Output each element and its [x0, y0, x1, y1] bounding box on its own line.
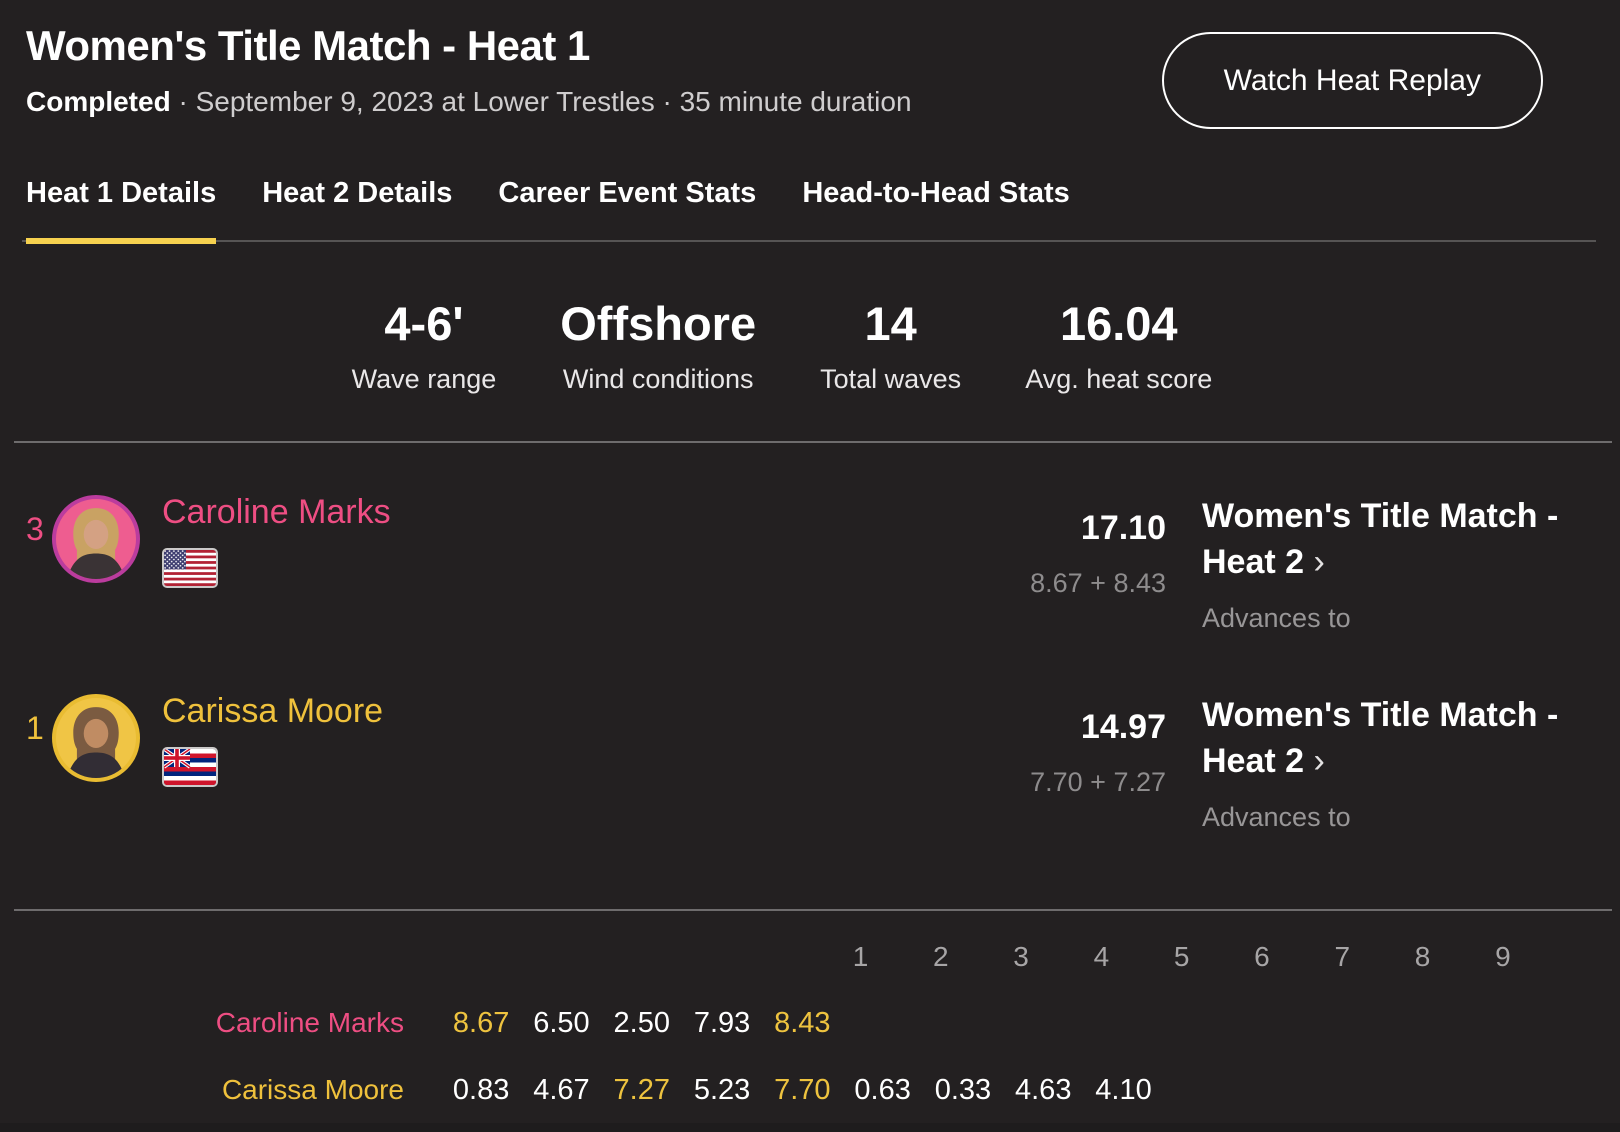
- athlete-photo-placeholder: [66, 707, 126, 778]
- wave-number: 6: [1254, 941, 1270, 972]
- avatar[interactable]: [52, 694, 140, 782]
- athlete-name-link[interactable]: Carissa Moore: [162, 692, 384, 730]
- tab-heat-2-details[interactable]: Heat 2 Details: [262, 177, 453, 209]
- section-divider: [14, 441, 1612, 443]
- heat-stats: 4-6' Wave range Offshore Wind conditions…: [0, 296, 1592, 395]
- stat-label: Wind conditions: [562, 364, 754, 394]
- wave-number: 9: [1495, 941, 1511, 972]
- total-score: 14.97: [1080, 708, 1166, 746]
- athlete-row-carissa-moore: 1 Carissa Moore: [26, 692, 1594, 833]
- wave-score: 0.63: [854, 1074, 911, 1106]
- us-flag-icon: [162, 548, 218, 588]
- stat-wind-conditions: Offshore Wind conditions: [560, 296, 756, 395]
- athlete-rank: 3: [26, 511, 44, 547]
- wave-score: 7.93: [693, 1007, 751, 1039]
- athlete-rank: 1: [26, 710, 44, 746]
- athlete-name-link[interactable]: Caroline Marks: [162, 493, 391, 531]
- stat-value: 14: [864, 297, 917, 350]
- heat-subtitle: Completed · September 9, 2023 at Lower T…: [26, 86, 912, 118]
- heat-header: Women's Title Match - Heat 1 Completed ·…: [0, 0, 1620, 129]
- advances-to-block: Women's Title Match - Heat 2 › Advances …: [1202, 692, 1594, 833]
- chevron-right-icon: ›: [1313, 742, 1325, 780]
- heat-header-text: Women's Title Match - Heat 1 Completed ·…: [26, 18, 912, 118]
- wave-score: 7.27: [613, 1074, 670, 1106]
- wave-score: 4.63: [1015, 1074, 1072, 1106]
- wave-score: 8.67: [452, 1007, 510, 1039]
- tab-heat-1-details[interactable]: Heat 1 Details: [26, 177, 217, 244]
- athlete-photo-placeholder: [66, 508, 126, 579]
- wave-number: 1: [852, 941, 869, 972]
- stat-label: Total waves: [820, 364, 962, 394]
- section-divider: [14, 909, 1612, 911]
- heat-results: 3 Caroline Marks: [0, 493, 1620, 833]
- wave-scores-table: 1 2 3 4 5 6 7 8 9 Caroline Marks 8.67 6.…: [0, 923, 1620, 1107]
- advances-to-block: Women's Title Match - Heat 2 › Advances …: [1202, 493, 1594, 634]
- stat-label: Wave range: [351, 364, 497, 394]
- heat-tabs: Heat 1 Details Heat 2 Details Career Eve…: [0, 177, 1620, 244]
- tab-career-event-stats[interactable]: Career Event Stats: [498, 177, 757, 209]
- athlete-identity: Caroline Marks: [162, 493, 391, 588]
- advances-to-label: Advances to: [1202, 802, 1351, 832]
- wave-number: 3: [1013, 941, 1029, 972]
- wave-score: 8.43: [774, 1007, 831, 1039]
- wave-row-carissa-moore: Carissa Moore 0.83 4.67 7.27 5.23 7.70 0…: [0, 1074, 1620, 1107]
- stat-total-waves: 14 Total waves: [820, 296, 961, 395]
- athlete-score: 14.97 7.70 + 7.27: [1030, 708, 1166, 798]
- score-breakdown: 7.70 + 7.27: [1030, 767, 1166, 797]
- chevron-right-icon: ›: [1313, 543, 1325, 581]
- next-heat-link[interactable]: Women's Title Match - Heat 2 ›: [1202, 692, 1594, 784]
- tab-head-to-head-stats[interactable]: Head-to-Head Stats: [802, 177, 1070, 209]
- wave-number-header-row: 1 2 3 4 5 6 7 8 9: [0, 923, 1620, 973]
- stat-value: Offshore: [560, 297, 757, 350]
- page-title: Women's Title Match - Heat 1: [26, 22, 590, 69]
- advances-to-label: Advances to: [1202, 603, 1351, 633]
- heat-status: Completed: [26, 86, 171, 117]
- wave-score: 4.67: [533, 1074, 590, 1106]
- next-heat-link[interactable]: Women's Title Match - Heat 2 ›: [1202, 493, 1594, 585]
- wave-score: 0.33: [934, 1074, 992, 1106]
- athlete-row-caroline-marks: 3 Caroline Marks: [26, 493, 1594, 634]
- next-section-edge: [0, 1123, 1620, 1132]
- watch-heat-replay-button[interactable]: Watch Heat Replay: [1161, 32, 1543, 129]
- wave-score: 5.23: [693, 1074, 751, 1106]
- wave-score: 7.70: [774, 1074, 831, 1106]
- hawaii-flag-icon: [162, 747, 218, 787]
- stat-wave-range: 4-6' Wave range: [352, 296, 497, 395]
- wave-score: 0.83: [452, 1074, 510, 1106]
- total-score: 17.10: [1080, 509, 1166, 547]
- wave-row-caroline-marks: Caroline Marks 8.67 6.50 2.50 7.93 8.43: [0, 1007, 1620, 1040]
- stat-label: Avg. heat score: [1025, 364, 1213, 394]
- avatar[interactable]: [52, 495, 140, 583]
- stat-value: 16.04: [1059, 297, 1178, 350]
- stat-avg-heat-score: 16.04 Avg. heat score: [1025, 296, 1212, 395]
- wave-number: 7: [1334, 941, 1351, 972]
- wave-number: 5: [1173, 941, 1190, 972]
- wave-row-athlete-name: Caroline Marks: [215, 1007, 404, 1038]
- next-heat-label: Women's Title Match - Heat 2: [1202, 497, 1559, 581]
- wave-score: 6.50: [533, 1007, 590, 1039]
- athlete-score: 17.10 8.67 + 8.43: [1030, 509, 1166, 599]
- stat-value: 4-6': [384, 297, 464, 350]
- score-breakdown: 8.67 + 8.43: [1030, 568, 1166, 598]
- wave-number: 4: [1093, 941, 1110, 972]
- wave-number: 2: [932, 941, 949, 972]
- wave-row-athlete-name: Carissa Moore: [221, 1074, 404, 1105]
- athlete-identity: Carissa Moore: [162, 692, 383, 787]
- heat-date-location: · September 9, 2023 at Lower Trestles · …: [178, 86, 912, 117]
- wave-number: 8: [1414, 941, 1431, 972]
- next-heat-label: Women's Title Match - Heat 2: [1202, 696, 1559, 780]
- wave-score: 2.50: [613, 1007, 670, 1039]
- wave-score: 4.10: [1095, 1074, 1152, 1106]
